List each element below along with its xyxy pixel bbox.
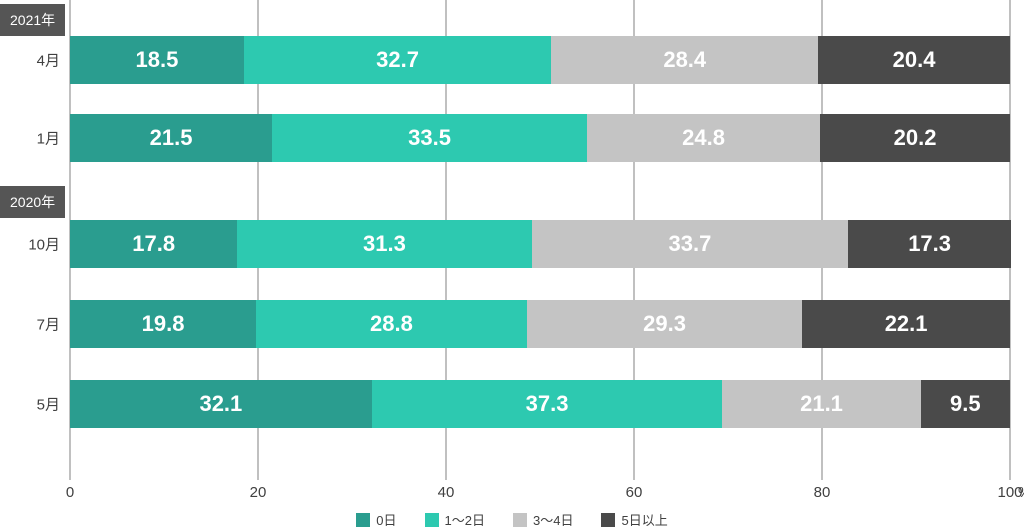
bar-segment: 37.3 [372, 380, 723, 428]
bar-segment: 19.8 [70, 300, 256, 348]
x-tick-label: 40 [438, 484, 455, 501]
bar-segment: 31.3 [237, 220, 531, 268]
x-axis-unit: % [1018, 484, 1024, 501]
bar-segment: 28.4 [551, 36, 818, 84]
y-axis-label: 5月 [0, 394, 60, 415]
legend-label: 3～4日 [533, 510, 573, 529]
legend-swatch [513, 513, 527, 527]
bar-row: 32.137.321.19.5 [70, 380, 1010, 428]
year-tag: 2020年 [0, 186, 65, 218]
bar-segment: 21.5 [70, 114, 272, 162]
legend-label: 0日 [376, 510, 396, 529]
bar-segment: 22.1 [802, 300, 1010, 348]
bar-segment: 17.8 [70, 220, 237, 268]
bar-segment: 32.1 [70, 380, 372, 428]
legend-item: 0日 [356, 510, 396, 529]
legend-swatch [356, 513, 370, 527]
legend-item: 3～4日 [513, 510, 573, 529]
plot-area: 18.532.728.420.4 21.533.524.820.2 17.831.3… [70, 0, 1010, 480]
bar-segment: 20.4 [818, 36, 1010, 84]
y-axis-label: 7月 [0, 314, 60, 335]
bar-segment: 32.7 [244, 36, 551, 84]
bar-segment: 21.1 [722, 380, 920, 428]
y-axis-label: 1月 [0, 128, 60, 149]
bar-segment: 17.3 [848, 220, 1011, 268]
bar-row: 17.831.333.717.3 [70, 220, 1010, 268]
legend: 0日 1～2日 3～4日 5日以上 [0, 510, 1024, 529]
bar-row: 21.533.524.820.2 [70, 114, 1010, 162]
bar-row: 18.532.728.420.4 [70, 36, 1010, 84]
legend-swatch [601, 513, 615, 527]
bar-segment: 28.8 [256, 300, 527, 348]
x-axis: 020406080100% [70, 480, 1010, 510]
bar-segment: 29.3 [527, 300, 802, 348]
legend-label: 5日以上 [621, 510, 667, 529]
legend-swatch [425, 513, 439, 527]
x-tick-label: 0 [66, 484, 74, 501]
bar-row: 19.828.829.322.1 [70, 300, 1010, 348]
bar-segment: 18.5 [70, 36, 244, 84]
bar-segment: 24.8 [587, 114, 820, 162]
legend-label: 1～2日 [445, 510, 485, 529]
x-tick-label: 80 [814, 484, 831, 501]
bar-segment: 33.5 [272, 114, 587, 162]
legend-item: 1～2日 [425, 510, 485, 529]
stacked-bar-chart: 18.532.728.420.4 21.533.524.820.2 17.831.3… [0, 0, 1024, 531]
legend-item: 5日以上 [601, 510, 667, 529]
x-tick-label: 20 [250, 484, 267, 501]
y-axis-label: 10月 [0, 234, 60, 255]
bar-segment: 20.2 [820, 114, 1010, 162]
x-tick-label: 60 [626, 484, 643, 501]
year-tag: 2021年 [0, 4, 65, 36]
y-axis-label: 4月 [0, 50, 60, 71]
bar-segment: 33.7 [532, 220, 849, 268]
bar-segment: 9.5 [921, 380, 1010, 428]
